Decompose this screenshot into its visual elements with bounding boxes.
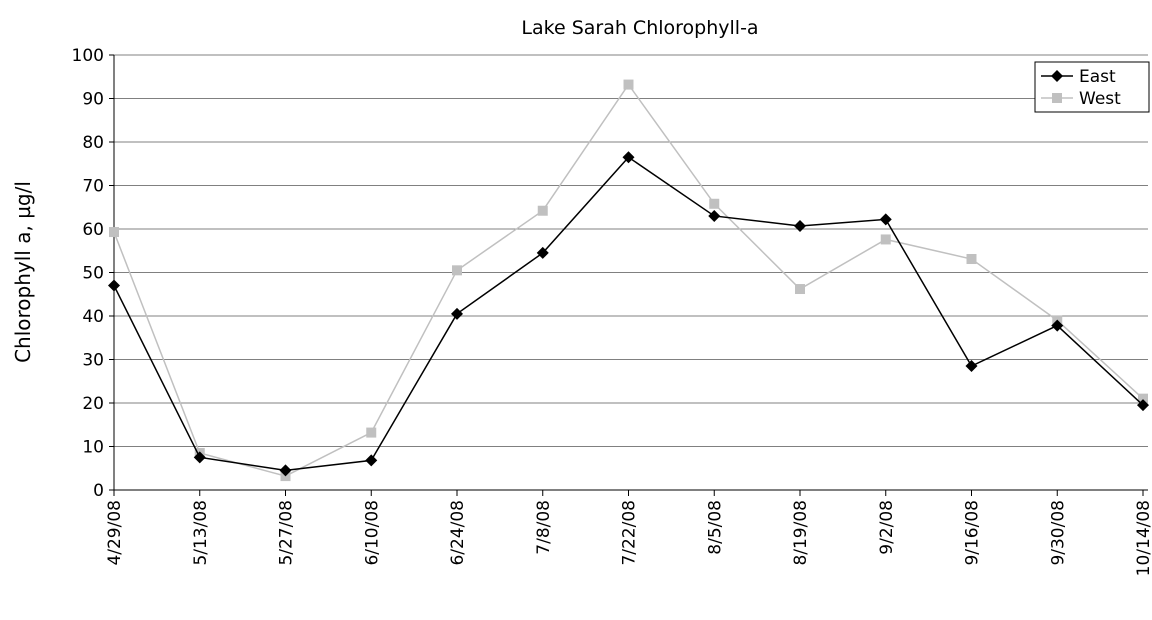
data-point [193, 451, 206, 464]
data-point [451, 307, 463, 320]
y-tick-label: 0 [93, 481, 104, 501]
legend-marker [1052, 93, 1062, 103]
data-point [709, 198, 720, 209]
series-line [113, 156, 1144, 472]
y-tick-label: 10 [82, 438, 104, 458]
series-line [113, 83, 1144, 477]
legend-box [1034, 61, 1150, 113]
data-point [536, 246, 549, 259]
data-point [879, 213, 892, 226]
data-point [880, 234, 891, 245]
y-tick-label: 100 [72, 46, 104, 66]
y-tick-label: 90 [82, 90, 104, 110]
y-tick-label: 40 [82, 307, 104, 327]
x-tick-label: 9/30/08 [1048, 500, 1068, 566]
data-point [1138, 393, 1148, 404]
y-tick-label: 50 [82, 264, 104, 284]
x-tick-label: 5/27/08 [277, 500, 297, 566]
x-tick-label: 7/8/08 [534, 500, 554, 555]
y-tick-label: 80 [82, 133, 104, 153]
data-point [794, 219, 806, 232]
y-tick-label: 70 [82, 177, 104, 197]
legend-marker [1051, 70, 1063, 82]
x-tick-label: 7/22/08 [620, 500, 640, 566]
x-tick-label: 4/29/08 [105, 500, 125, 566]
y-tick-label: 30 [82, 351, 104, 371]
x-tick-label: 9/2/08 [877, 500, 897, 555]
x-tick-label: 8/5/08 [705, 500, 725, 555]
data-point [795, 284, 805, 295]
data-point [966, 254, 977, 265]
y-tick-label: 60 [82, 220, 104, 240]
data-point [366, 427, 377, 438]
y-axis-label: Chlorophyll a, µg/l [11, 181, 35, 363]
x-tick-label: 9/16/08 [963, 500, 983, 566]
data-point [279, 464, 292, 477]
data-point [109, 227, 119, 238]
y-tick-label: 20 [82, 394, 104, 414]
data-point [365, 454, 378, 467]
data-point [708, 209, 721, 222]
x-tick-label: 10/14/08 [1134, 500, 1152, 576]
data-point [965, 360, 978, 373]
data-point [537, 205, 548, 216]
data-point [1051, 319, 1064, 332]
data-point [108, 279, 120, 292]
legend-label: West [1079, 89, 1121, 109]
x-tick-label: 8/19/08 [791, 500, 811, 566]
data-point [1137, 399, 1149, 412]
legend-label: East [1079, 67, 1116, 87]
data-point [452, 265, 462, 276]
chart-title: Lake Sarah Chlorophyll-a [521, 17, 758, 39]
x-tick-label: 6/24/08 [448, 500, 468, 566]
x-tick-label: 5/13/08 [191, 500, 211, 566]
data-point [622, 151, 635, 164]
data-point [623, 79, 634, 90]
x-tick-label: 6/10/08 [362, 500, 382, 566]
